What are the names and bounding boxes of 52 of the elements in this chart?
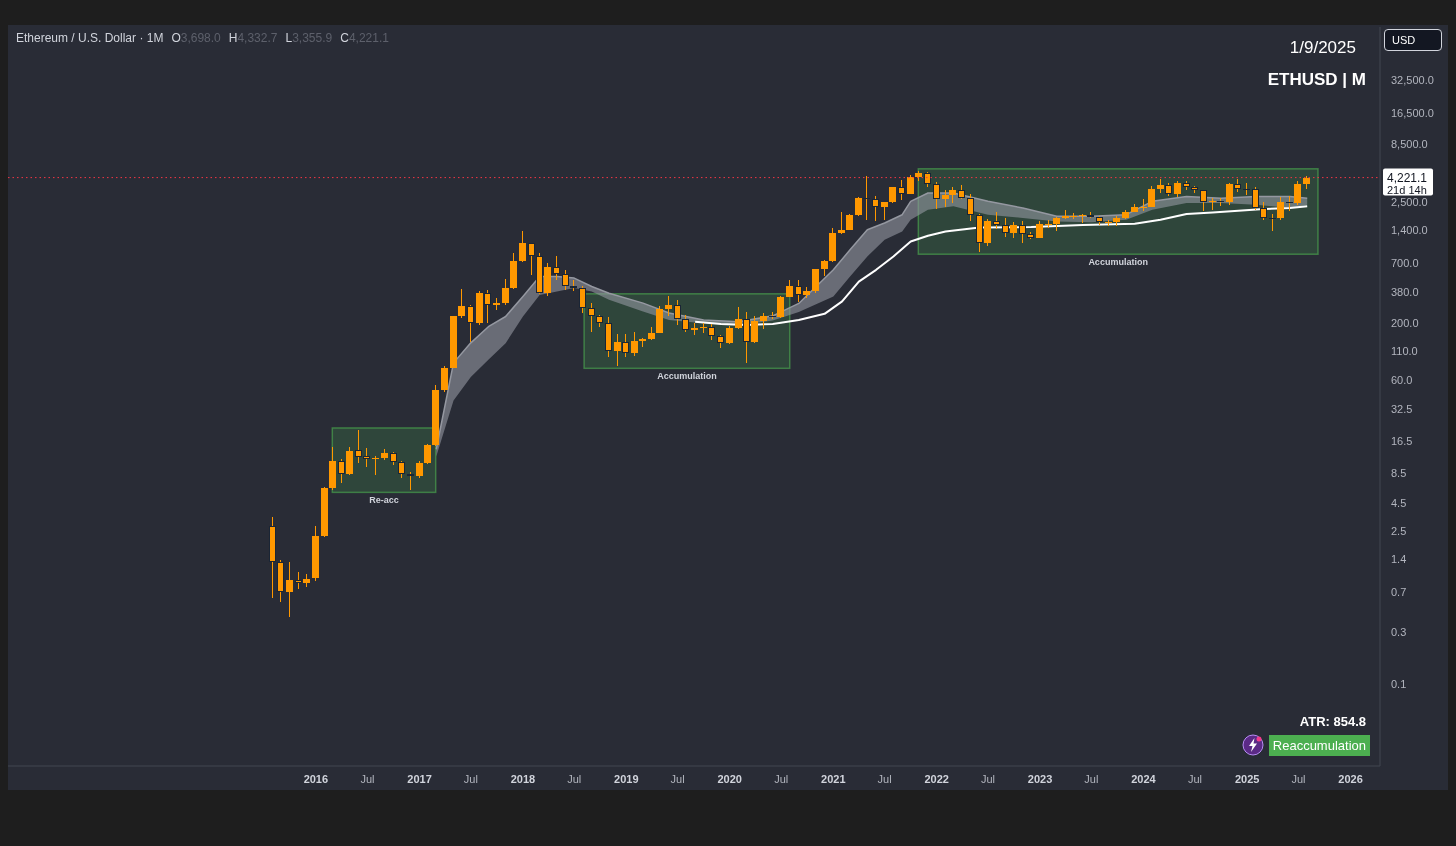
x-tick-label: Jul [1188, 773, 1203, 785]
y-tick-label: 200.0 [1391, 316, 1419, 329]
x-tick-label: Jul [463, 773, 478, 785]
y-tick-label: 1.4 [1391, 552, 1407, 565]
text: 21d 14h [1387, 183, 1427, 196]
y-tick-label: 32.5 [1391, 403, 1413, 416]
x-tick-label: Jul [670, 773, 685, 785]
y-tick-label: 32,500.0 [1391, 74, 1434, 87]
band-label: Re-acc [369, 495, 399, 506]
band-label: Accumulation [657, 371, 717, 382]
x-tick-label: Jul [567, 773, 582, 785]
x-tick-label: Jul [877, 773, 892, 785]
x-tick-label: Jul [1084, 773, 1099, 785]
y-tick-label: 4.5 [1391, 497, 1407, 510]
x-tick-label: 2020 [717, 773, 742, 785]
x-tick-label: Jul [1291, 773, 1306, 785]
y-tick-label: 16,500.0 [1391, 106, 1434, 119]
x-tick-label: 2019 [614, 773, 639, 785]
annotation: ATR: 854.8 [1299, 714, 1366, 729]
y-tick-label: 8,500.0 [1391, 138, 1428, 151]
annotation: ETHUSD | M [1267, 70, 1366, 90]
x-tick-label: 2023 [1027, 773, 1053, 785]
x-tick-label: 2026 [1338, 773, 1363, 785]
x-tick-label: 2024 [1131, 773, 1157, 785]
y-tick-label: 0.1 [1391, 678, 1407, 691]
x-tick-label: Jul [360, 773, 375, 785]
x-tick-label: 2021 [821, 773, 846, 785]
y-tick-label: 60.0 [1391, 373, 1413, 386]
y-tick-label: 0.7 [1391, 585, 1407, 598]
x-tick-label: Jul [774, 773, 789, 785]
band-label: Accumulation [1088, 257, 1148, 268]
x-tick-label: 2016 [303, 773, 329, 785]
x-tick-label: 2017 [407, 773, 432, 785]
ref-line-label: 4,221.1 [1387, 170, 1428, 185]
y-tick-label: 380.0 [1391, 286, 1419, 299]
annotation: 1/9/2025 [1289, 38, 1356, 58]
y-tick-label: 700.0 [1391, 256, 1419, 269]
y-tick-label: 2,500.0 [1391, 196, 1428, 209]
y-tick-label: 8.5 [1391, 466, 1407, 479]
annotation: Reaccumulation [1268, 734, 1370, 756]
y-tick-label: 110.0 [1391, 345, 1418, 358]
candlestick [1140, 198, 1147, 211]
x-tick-label: Jul [980, 773, 996, 785]
y-tick-label: 16.5 [1391, 435, 1413, 448]
x-tick-label: 2018 [510, 773, 536, 785]
x-tick-label: 2025 [1234, 773, 1260, 785]
y-tick-label: 2.5 [1391, 525, 1407, 538]
y-axis-title: USD [1384, 29, 1442, 51]
y-tick-label: 1,400.0 [1391, 223, 1428, 236]
chart-title: Ethereum / U.S. Dollar · 1M [16, 31, 164, 45]
x-tick-label: 2022 [924, 773, 949, 785]
y-tick-label: 0.3 [1391, 625, 1407, 638]
